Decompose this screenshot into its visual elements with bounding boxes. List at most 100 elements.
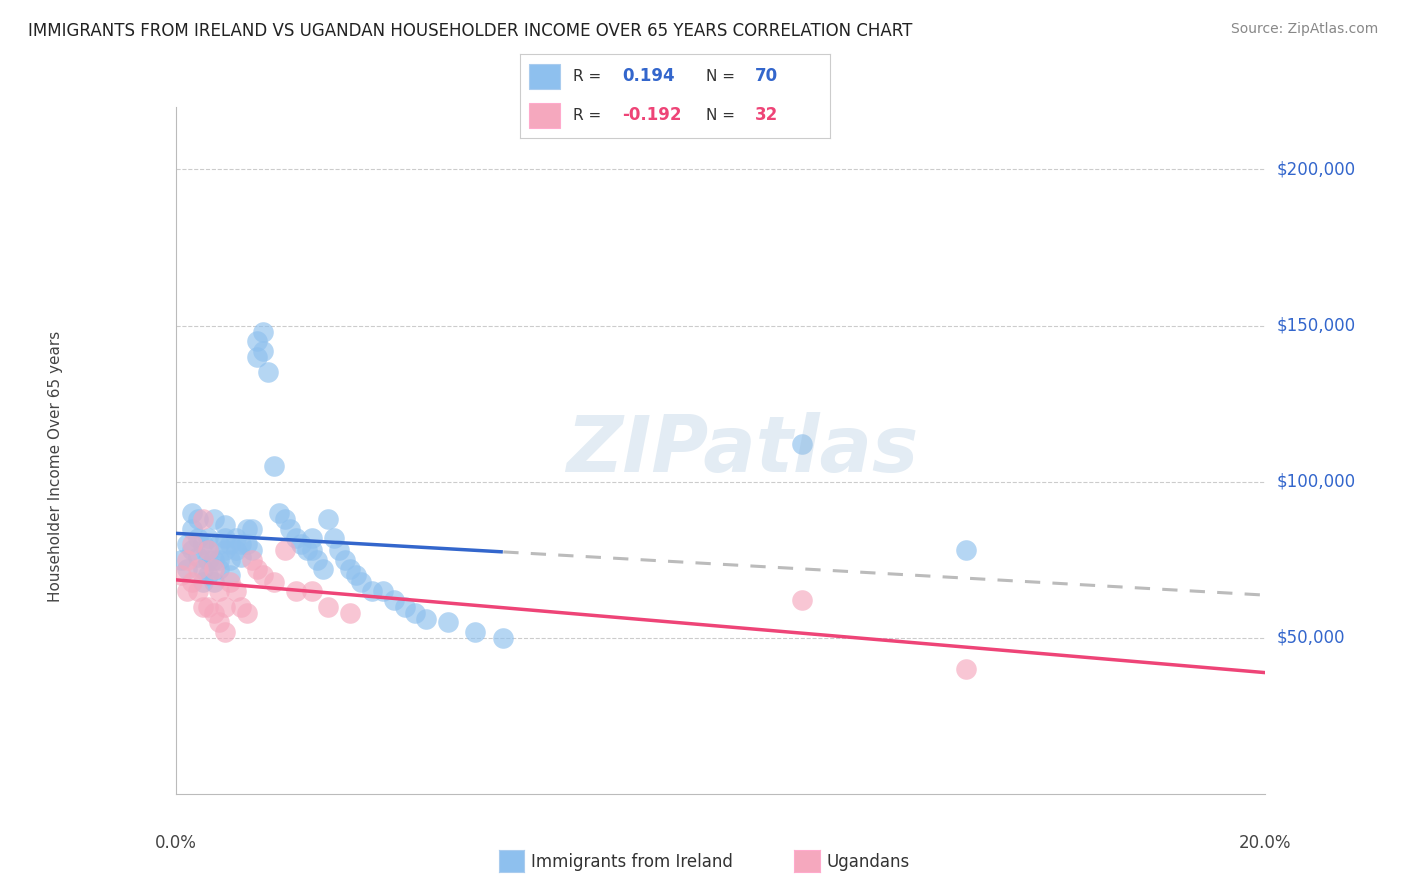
- Text: Source: ZipAtlas.com: Source: ZipAtlas.com: [1230, 22, 1378, 37]
- Text: 0.194: 0.194: [623, 68, 675, 86]
- Point: [284, 531, 307, 545]
- Point: [186, 531, 209, 545]
- Point: [235, 537, 257, 551]
- Text: Householder Income Over 65 years: Householder Income Over 65 years: [48, 330, 63, 602]
- Point: [208, 583, 231, 598]
- Point: [274, 512, 297, 526]
- Point: [301, 583, 323, 598]
- Point: [186, 549, 209, 564]
- Point: [318, 599, 340, 614]
- Point: [214, 518, 236, 533]
- Point: [197, 568, 219, 582]
- Point: [278, 521, 301, 535]
- Point: [240, 521, 263, 535]
- Point: [339, 606, 361, 620]
- Text: $100,000: $100,000: [1277, 473, 1355, 491]
- Point: [170, 568, 193, 582]
- Point: [176, 562, 198, 576]
- Point: [191, 574, 214, 589]
- Point: [955, 662, 977, 676]
- FancyBboxPatch shape: [530, 103, 561, 128]
- Text: ZIPatlas: ZIPatlas: [567, 412, 918, 489]
- Point: [214, 543, 236, 558]
- Point: [231, 537, 253, 551]
- Point: [955, 543, 977, 558]
- Point: [214, 531, 236, 545]
- Point: [219, 568, 242, 582]
- Point: [252, 325, 274, 339]
- Point: [186, 512, 209, 526]
- Point: [186, 562, 209, 576]
- Point: [176, 537, 198, 551]
- Point: [231, 549, 253, 564]
- Point: [246, 334, 269, 348]
- Point: [176, 583, 198, 598]
- Point: [231, 599, 253, 614]
- Point: [252, 343, 274, 358]
- Point: [274, 543, 297, 558]
- Text: $50,000: $50,000: [1277, 629, 1344, 647]
- Point: [202, 606, 225, 620]
- Text: N =: N =: [706, 69, 735, 84]
- Point: [202, 574, 225, 589]
- Point: [202, 552, 225, 567]
- Text: 0.0%: 0.0%: [155, 835, 197, 853]
- Text: 32: 32: [755, 106, 779, 124]
- Point: [197, 543, 219, 558]
- Point: [225, 583, 247, 598]
- Point: [208, 562, 231, 576]
- Point: [235, 606, 257, 620]
- Point: [235, 521, 257, 535]
- Point: [792, 437, 814, 451]
- Point: [333, 552, 356, 567]
- Point: [322, 531, 344, 545]
- Point: [181, 521, 204, 535]
- Point: [295, 543, 318, 558]
- Point: [191, 512, 214, 526]
- Point: [219, 552, 242, 567]
- Point: [312, 562, 335, 576]
- FancyBboxPatch shape: [530, 63, 561, 89]
- Text: $200,000: $200,000: [1277, 161, 1355, 178]
- Point: [181, 506, 204, 520]
- Text: IMMIGRANTS FROM IRELAND VS UGANDAN HOUSEHOLDER INCOME OVER 65 YEARS CORRELATION : IMMIGRANTS FROM IRELAND VS UGANDAN HOUSE…: [28, 22, 912, 40]
- Point: [301, 531, 323, 545]
- Point: [328, 543, 350, 558]
- Point: [214, 599, 236, 614]
- Point: [219, 574, 242, 589]
- Point: [170, 552, 193, 567]
- Point: [208, 552, 231, 567]
- Point: [197, 599, 219, 614]
- Point: [437, 615, 460, 630]
- Point: [350, 574, 373, 589]
- Point: [214, 624, 236, 639]
- Point: [191, 562, 214, 576]
- Point: [318, 512, 340, 526]
- Point: [225, 543, 247, 558]
- Point: [344, 568, 367, 582]
- Point: [415, 612, 437, 626]
- Point: [492, 631, 515, 645]
- Point: [246, 562, 269, 576]
- Text: $150,000: $150,000: [1277, 317, 1355, 334]
- Point: [176, 552, 198, 567]
- Text: Ugandans: Ugandans: [827, 853, 910, 871]
- Text: R =: R =: [572, 69, 600, 84]
- Point: [464, 624, 486, 639]
- Point: [339, 562, 361, 576]
- Point: [371, 583, 394, 598]
- Point: [197, 531, 219, 545]
- Point: [219, 537, 242, 551]
- Point: [240, 552, 263, 567]
- Point: [284, 583, 307, 598]
- Point: [257, 366, 280, 380]
- Point: [181, 574, 204, 589]
- Point: [290, 537, 312, 551]
- Point: [186, 583, 209, 598]
- Point: [191, 599, 214, 614]
- Point: [202, 512, 225, 526]
- Text: -0.192: -0.192: [623, 106, 682, 124]
- Point: [301, 543, 323, 558]
- Point: [405, 606, 427, 620]
- Point: [197, 543, 219, 558]
